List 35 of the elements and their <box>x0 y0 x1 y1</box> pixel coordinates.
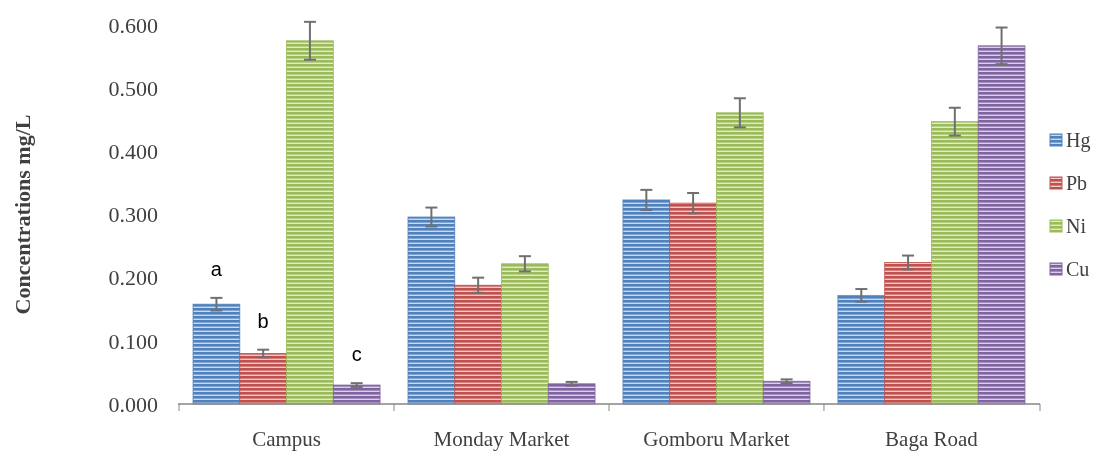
bar <box>837 294 886 405</box>
x-tick-label: Baga Road <box>885 427 979 451</box>
bar <box>977 45 1026 405</box>
x-tick-label: Monday Market <box>433 427 570 451</box>
bar <box>931 121 979 405</box>
y-tick-label: 0.300 <box>108 202 158 228</box>
bar <box>547 383 596 405</box>
y-axis-title: Concentrations mg/L <box>10 114 35 315</box>
bar <box>622 199 671 405</box>
x-tick-label: Campus <box>252 427 321 451</box>
bar <box>192 303 241 405</box>
y-tick-label: 0.500 <box>108 75 158 101</box>
bar <box>407 216 456 405</box>
annotation: c <box>351 343 362 366</box>
y-tick-label: 0.000 <box>108 391 158 417</box>
y-tick-label: 0.200 <box>108 265 158 291</box>
x-tick-label: Gomboru Market <box>643 427 790 451</box>
legend-label: Cu <box>1066 258 1090 280</box>
y-tick-label: 0.600 <box>108 12 158 38</box>
bar <box>762 380 811 405</box>
legend-label: Ni <box>1066 215 1087 237</box>
bar <box>669 202 717 405</box>
annotation: b <box>257 309 269 332</box>
bar <box>454 284 502 405</box>
bar <box>332 384 381 405</box>
annotation: a <box>210 257 223 280</box>
bar <box>286 40 334 405</box>
bar <box>501 263 549 405</box>
legend-label: Pb <box>1066 172 1088 194</box>
bar <box>884 262 932 405</box>
y-tick-label: 0.400 <box>108 139 158 165</box>
legend-label: Hg <box>1066 129 1091 152</box>
y-tick-label: 0.100 <box>108 328 158 354</box>
bar <box>239 353 287 405</box>
bar <box>716 112 764 405</box>
